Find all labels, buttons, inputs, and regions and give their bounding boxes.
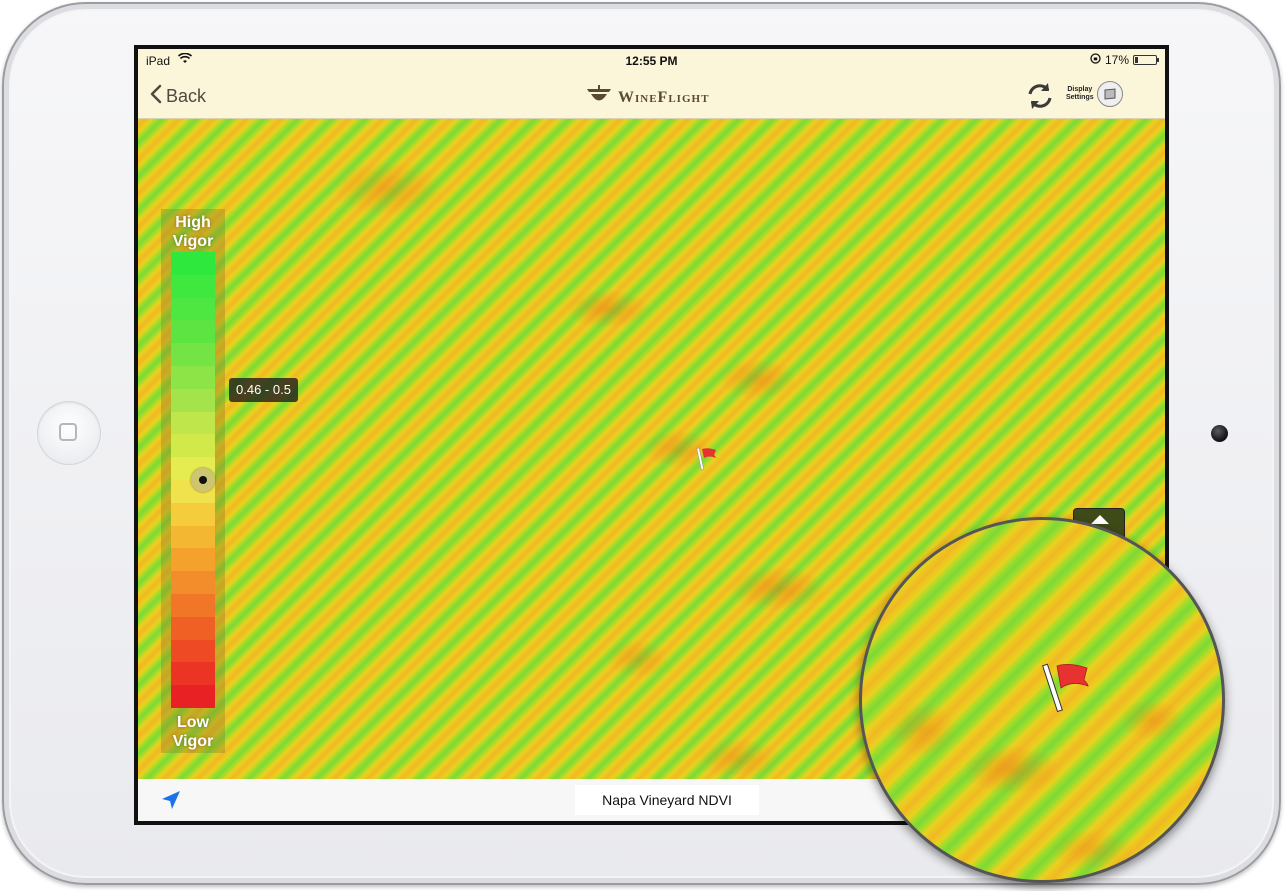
magnifier-lens xyxy=(859,517,1225,883)
battery-percent: 17% xyxy=(1104,53,1129,67)
status-bar: iPad 12:55 PM 17% xyxy=(138,49,1165,73)
legend-swatch xyxy=(171,252,215,275)
low-vigor-label-line-2: Vigor xyxy=(172,733,214,750)
high-vigor-label: High Vigor xyxy=(161,213,225,251)
legend-swatch xyxy=(171,297,215,321)
flag-icon xyxy=(696,447,722,476)
battery-icon xyxy=(1133,55,1159,65)
legend-swatch xyxy=(171,616,215,640)
legend-swatch xyxy=(171,639,215,663)
magnified-flag xyxy=(1042,660,1102,721)
display-settings-button[interactable]: Display Settings xyxy=(1066,81,1123,107)
chevron-left-icon xyxy=(150,84,162,109)
map-layers-icon xyxy=(1096,81,1123,107)
legend-swatch xyxy=(171,525,215,549)
high-vigor-label-line-2: Vigor xyxy=(172,233,214,250)
legend-swatch xyxy=(171,343,215,366)
legend-swatch xyxy=(171,434,215,458)
legend-swatch xyxy=(171,320,215,344)
legend-swatch xyxy=(171,685,215,708)
front-camera xyxy=(1211,425,1228,442)
selected-range-tooltip: 0.46 - 0.5 xyxy=(229,378,298,402)
display-settings-label: Display Settings xyxy=(1066,86,1094,102)
carrier-label: iPad xyxy=(146,54,171,68)
low-vigor-label: Low Vigor xyxy=(161,713,225,751)
back-label: Back xyxy=(166,85,207,106)
locate-button[interactable] xyxy=(160,789,182,816)
wifi-icon xyxy=(177,52,193,67)
ndvi-map[interactable]: High Vigor Low Vigor 0.46 - 0.5 xyxy=(138,119,1165,779)
back-button[interactable]: Back xyxy=(150,82,206,110)
legend-swatch xyxy=(171,548,215,572)
flag-icon-magnified xyxy=(1042,663,1102,720)
legend-swatch xyxy=(171,502,215,526)
rotation-lock-icon xyxy=(1090,53,1101,67)
navigation-bar: Back WineFlight Display Settings xyxy=(138,73,1165,119)
display-settings-label-line-1: Display xyxy=(1067,86,1093,93)
home-button[interactable] xyxy=(38,402,100,464)
legend-swatch xyxy=(171,388,215,412)
refresh-icon xyxy=(1024,83,1056,116)
battery-status: 17% xyxy=(1090,53,1159,67)
map-title: Napa Vineyard NDVI xyxy=(575,785,759,815)
legend-range-slider-handle[interactable] xyxy=(191,468,215,492)
wineflight-logo-icon xyxy=(586,83,612,112)
display-settings-label-line-2: Settings xyxy=(1066,94,1094,101)
legend-swatch xyxy=(171,411,215,435)
app-name: WineFlight xyxy=(618,88,710,106)
vigor-legend: High Vigor Low Vigor xyxy=(161,209,225,753)
high-vigor-label-line-1: High xyxy=(175,214,211,231)
refresh-button[interactable] xyxy=(1024,80,1056,112)
low-vigor-label-line-1: Low xyxy=(177,714,209,731)
location-arrow-icon xyxy=(160,791,182,815)
screen: iPad 12:55 PM 17% Back WineFlight xyxy=(134,45,1169,825)
legend-swatch xyxy=(171,662,215,686)
app-logo: WineFlight xyxy=(586,83,709,112)
clock: 12:55 PM xyxy=(625,54,678,68)
map-pin-flag[interactable] xyxy=(696,446,722,477)
legend-swatch xyxy=(171,274,215,298)
legend-swatch xyxy=(171,593,215,617)
legend-swatch xyxy=(171,571,215,594)
legend-swatch xyxy=(171,365,215,389)
